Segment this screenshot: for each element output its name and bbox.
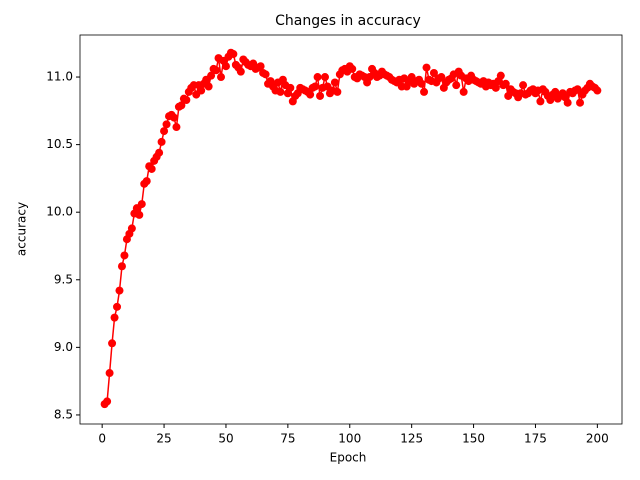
data-point bbox=[496, 71, 505, 80]
data-point bbox=[182, 96, 191, 105]
plot-frame bbox=[79, 34, 623, 425]
data-point bbox=[256, 62, 265, 71]
data-point bbox=[120, 251, 129, 260]
x-tick-label: 125 bbox=[400, 432, 423, 446]
data-point bbox=[417, 79, 426, 88]
chart-title: Changes in accuracy bbox=[275, 13, 421, 29]
data-point bbox=[142, 177, 151, 186]
y-tick-label: 9.5 bbox=[54, 272, 73, 286]
data-point bbox=[306, 90, 315, 99]
data-point bbox=[452, 81, 461, 90]
data-point bbox=[212, 66, 221, 75]
y-axis-label: accuracy bbox=[15, 202, 29, 256]
data-point bbox=[420, 87, 429, 96]
data-point bbox=[177, 101, 186, 110]
x-tick-label: 25 bbox=[156, 432, 171, 446]
data-point bbox=[172, 123, 181, 132]
data-point bbox=[563, 98, 572, 107]
data-point bbox=[573, 85, 582, 94]
data-point bbox=[115, 286, 124, 295]
data-point bbox=[155, 148, 164, 157]
x-tick-label: 200 bbox=[586, 432, 609, 446]
y-tick-label: 10.0 bbox=[46, 205, 73, 219]
data-point bbox=[261, 70, 270, 79]
data-point bbox=[321, 73, 330, 82]
data-point bbox=[147, 164, 156, 173]
data-point bbox=[229, 50, 238, 59]
data-point bbox=[286, 83, 295, 92]
data-point bbox=[313, 73, 322, 82]
x-tick-label: 75 bbox=[280, 432, 295, 446]
x-axis-label: Epoch bbox=[330, 451, 367, 465]
data-point bbox=[422, 63, 431, 72]
data-point bbox=[117, 262, 126, 271]
data-point bbox=[137, 200, 146, 209]
data-point bbox=[113, 302, 122, 311]
data-point bbox=[160, 127, 169, 136]
data-point bbox=[169, 113, 178, 122]
data-point bbox=[429, 68, 438, 77]
data-point bbox=[110, 313, 119, 322]
y-tick-label: 11.0 bbox=[46, 70, 73, 84]
data-point bbox=[593, 86, 602, 95]
data-point bbox=[316, 91, 325, 100]
x-tick-label: 0 bbox=[98, 432, 106, 446]
data-point bbox=[103, 397, 112, 406]
data-point bbox=[491, 83, 500, 92]
y-tick-label: 10.5 bbox=[46, 137, 73, 151]
data-point bbox=[217, 73, 226, 82]
data-point bbox=[333, 87, 342, 96]
data-point bbox=[501, 79, 510, 88]
y-tick-label: 8.5 bbox=[54, 407, 73, 421]
data-point bbox=[437, 73, 446, 82]
x-tick-label: 175 bbox=[524, 432, 547, 446]
data-point bbox=[221, 62, 230, 71]
data-point bbox=[276, 87, 285, 96]
data-point bbox=[135, 210, 144, 219]
data-point bbox=[105, 369, 114, 378]
data-point bbox=[536, 97, 545, 106]
data-point bbox=[108, 339, 117, 348]
data-point bbox=[459, 87, 468, 96]
data-point bbox=[311, 82, 320, 91]
data-point bbox=[207, 71, 216, 80]
data-point bbox=[236, 67, 245, 76]
x-tick-label: 50 bbox=[218, 432, 233, 446]
data-point bbox=[127, 224, 136, 233]
data-point bbox=[197, 86, 206, 95]
y-tick-label: 9.0 bbox=[54, 340, 73, 354]
data-point bbox=[330, 78, 339, 87]
data-point bbox=[157, 137, 166, 146]
x-tick-label: 100 bbox=[338, 432, 361, 446]
data-point bbox=[204, 82, 213, 91]
data-point bbox=[576, 98, 585, 107]
data-point bbox=[519, 81, 528, 90]
data-point bbox=[162, 120, 171, 129]
x-tick-label: 150 bbox=[462, 432, 485, 446]
data-point bbox=[348, 64, 357, 73]
